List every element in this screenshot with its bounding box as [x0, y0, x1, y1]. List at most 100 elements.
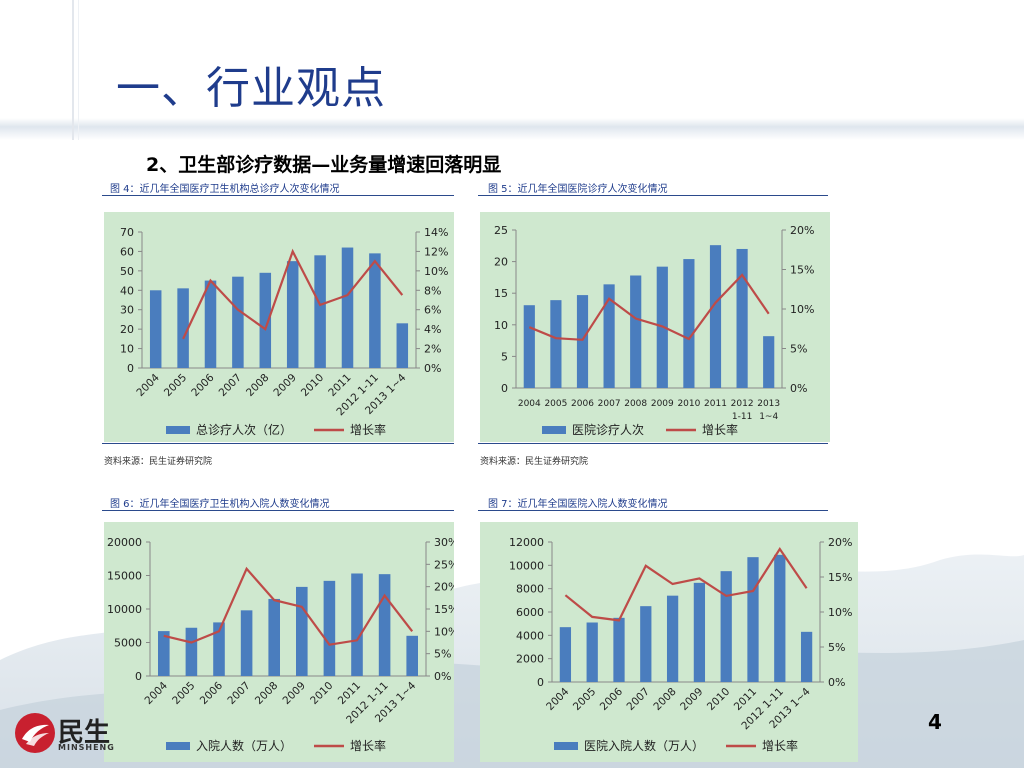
category-label: 2012 [731, 399, 754, 409]
figure-caption: 图 4：近几年全国医疗卫生机构总诊疗人次变化情况 [110, 184, 340, 195]
left-tick-label: 10 [120, 343, 134, 356]
legend-bar-label: 医院诊疗人次 [572, 423, 644, 437]
bar [763, 336, 775, 388]
category-label: 2011 [704, 399, 727, 409]
figure-caption: 图 6：近几年全国医疗卫生机构入院人数变化情况 [110, 499, 330, 510]
bar [351, 573, 363, 676]
category-label: 2006 [571, 399, 594, 409]
left-tick-label: 5000 [114, 637, 142, 650]
legend-bar-swatch [166, 426, 190, 434]
right-tick-label: 8% [424, 284, 441, 297]
source-note: 资料来源：民生证券研究院 [480, 457, 589, 467]
bar [240, 610, 253, 676]
right-tick-label: 25% [434, 558, 454, 571]
caption-underline [102, 195, 454, 196]
legend-bar-swatch [542, 426, 566, 434]
right-tick-label: 30% [434, 536, 454, 549]
left-tick-label: 10 [494, 319, 508, 332]
plot-background [480, 212, 830, 442]
bar [369, 253, 381, 368]
slide-subtitle: 2、卫生部诊疗数据—业务量增速回落明显 [146, 154, 502, 176]
bar [268, 598, 280, 676]
legend-bar-label: 总诊疗人次（亿） [196, 422, 292, 437]
chart-total-admissions: 050001000015000200000%5%10%15%20%25%30%2… [104, 522, 458, 766]
right-tick-label: 20% [790, 224, 814, 237]
bar [177, 288, 189, 368]
bar [576, 295, 589, 388]
right-tick-label: 15% [434, 603, 454, 616]
bar [774, 554, 786, 682]
chart-bottom-rule [478, 443, 828, 444]
right-tick-label: 10% [790, 303, 814, 316]
bar [323, 580, 336, 676]
plot-background [104, 212, 454, 442]
bar [720, 571, 732, 682]
right-tick-label: 5% [790, 343, 807, 356]
chart-hospital-visits: 0 5 10 15 20 25 0% 5% 10% 15% 20% 2004 2005 2006 2007 2… [480, 212, 830, 446]
minsheng-logo-icon [15, 713, 55, 753]
right-tick-label: 15% [790, 264, 814, 277]
right-tick-label: 12% [424, 245, 448, 258]
caption-underline [478, 195, 828, 196]
left-tick-label: 50 [120, 265, 134, 278]
slide-title: 一、行业观点 [116, 63, 386, 114]
right-tick-label: 20% [828, 536, 852, 549]
growth-line [528, 273, 770, 341]
bar [640, 606, 652, 682]
left-tick-label: 20000 [107, 536, 142, 549]
bar [378, 574, 391, 676]
right-tick-label: 10% [828, 606, 852, 619]
bar [693, 582, 706, 682]
category-label: 2010 [677, 399, 700, 409]
growth-line [182, 248, 404, 340]
legend-line-label: 增长率 [350, 738, 386, 753]
right-tick-label: 5% [828, 641, 845, 654]
legend-bar-swatch [554, 742, 578, 750]
decorative-line [78, 0, 79, 140]
legend-bar-swatch [166, 742, 190, 750]
left-tick-label: 60 [120, 245, 134, 258]
bar [259, 272, 272, 368]
right-tick-label: 0% [790, 382, 807, 395]
left-tick-label: 20 [120, 323, 134, 336]
bar [613, 617, 625, 682]
logo-subtext: MINSHENG [58, 743, 115, 752]
bar [314, 255, 326, 368]
category-label: 2013 [757, 399, 780, 409]
chart-svg: 050001000015000200000%5%10%15%20%25%30%2… [104, 522, 458, 762]
category-label: 2008 [624, 399, 647, 409]
page-number: 4 [928, 710, 942, 734]
legend-bar-label: 入院人数（万人） [196, 738, 292, 753]
growth-line [163, 566, 414, 646]
bar [550, 300, 562, 388]
bar [286, 261, 299, 368]
bar [709, 245, 722, 388]
left-tick-label: 0 [135, 670, 142, 683]
caption-underline [102, 510, 454, 511]
left-tick-label: 4000 [516, 629, 544, 642]
left-tick-label: 30 [120, 304, 134, 317]
left-tick-label: 25 [494, 224, 508, 237]
right-tick-label: 6% [424, 304, 441, 317]
growth-line [564, 547, 808, 622]
left-tick-label: 12000 [509, 536, 544, 549]
category-label: 2009 [651, 399, 674, 409]
bar [683, 259, 695, 388]
right-tick-label: 0% [434, 670, 451, 683]
right-tick-label: 2% [424, 343, 441, 356]
bar [232, 276, 244, 368]
bar [213, 622, 225, 676]
bar [296, 586, 308, 676]
bar [736, 248, 748, 388]
legend-line-label: 增长率 [702, 422, 738, 437]
right-tick-label: 4% [424, 323, 441, 336]
left-tick-label: 10000 [509, 559, 544, 572]
right-tick-label: 14% [424, 226, 448, 239]
category-label: 2005 [544, 399, 567, 409]
legend-line-label: 增长率 [762, 738, 798, 753]
bar [204, 280, 217, 368]
chart-svg: 0 2000 4000 6000 8000 10000 12000 0% 5% 10% 15% 20%… [480, 522, 858, 762]
bar [603, 284, 615, 388]
legend-line-label: 增长率 [350, 422, 386, 437]
